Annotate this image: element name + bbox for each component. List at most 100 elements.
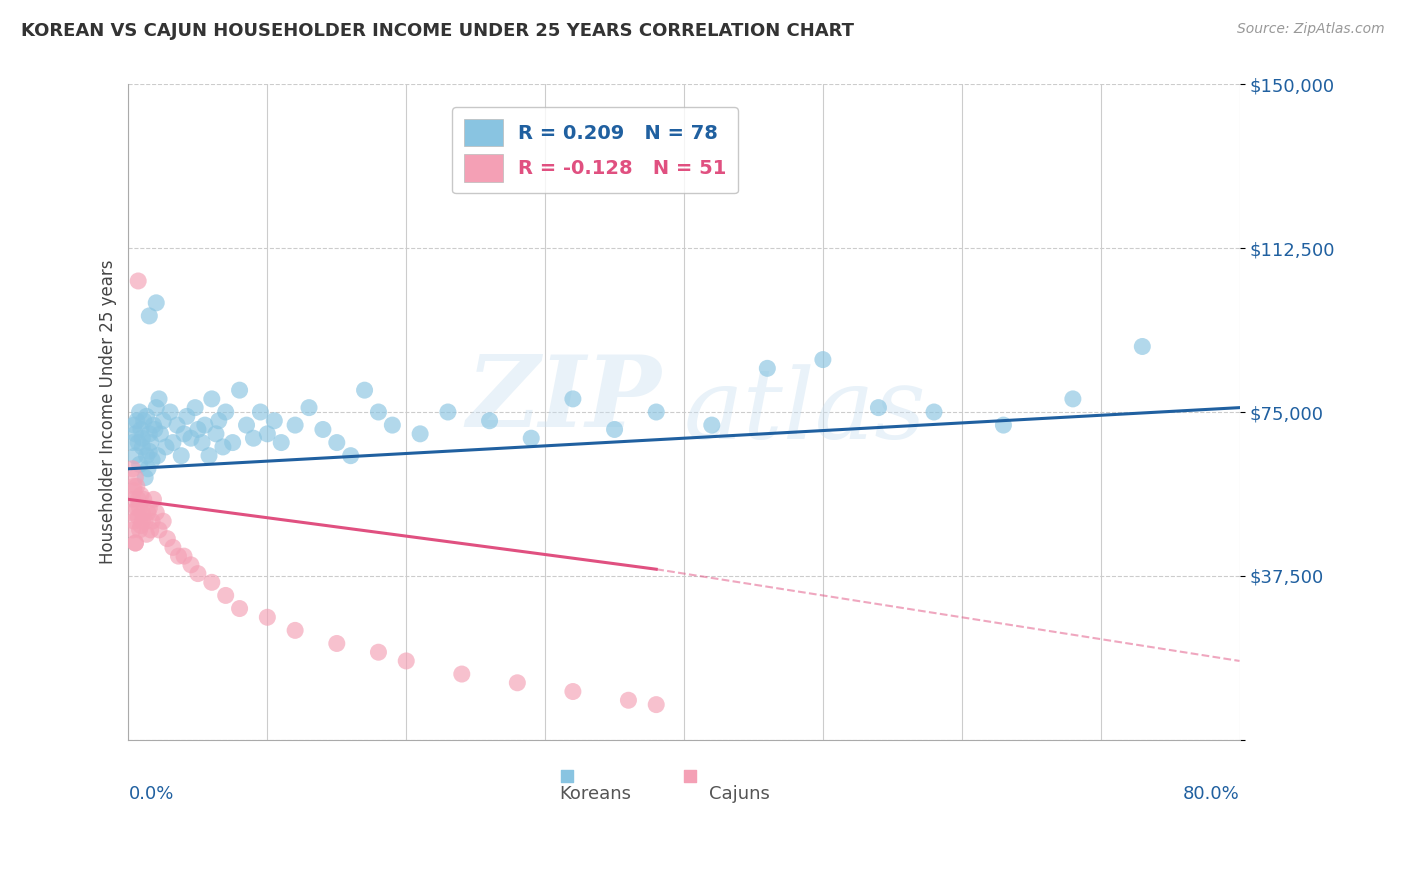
Point [134, 470, 156, 484]
Point [478, 414, 501, 428]
Text: atlas: atlas [683, 364, 927, 459]
Point [136, 505, 159, 519]
Point [131, 514, 153, 528]
Point [121, 492, 143, 507]
Point [180, 431, 202, 445]
Text: Koreans: Koreans [560, 786, 631, 804]
Point [520, 431, 543, 445]
Point [125, 479, 148, 493]
Point [128, 523, 150, 537]
Point [122, 483, 145, 498]
Point [284, 418, 307, 433]
Point [176, 409, 198, 424]
Point [818, 732, 841, 747]
Point [121, 462, 143, 476]
Point [167, 549, 190, 563]
Point [128, 405, 150, 419]
Point [152, 414, 174, 428]
Point [868, 401, 890, 415]
Point [617, 693, 640, 707]
Point [162, 435, 184, 450]
Point [138, 426, 160, 441]
Point [326, 636, 349, 650]
Point [298, 401, 321, 415]
Point [127, 509, 149, 524]
Point [666, 732, 689, 747]
Point [215, 405, 238, 419]
Point [139, 435, 162, 450]
Point [312, 422, 335, 436]
Point [149, 426, 172, 441]
Point [124, 536, 146, 550]
Point [142, 418, 165, 433]
Point [353, 383, 375, 397]
Point [124, 470, 146, 484]
Point [170, 449, 193, 463]
Point [191, 435, 214, 450]
Point [215, 589, 238, 603]
Point [132, 414, 155, 428]
Point [135, 409, 157, 424]
Point [148, 392, 170, 406]
Point [156, 532, 179, 546]
Text: 80.0%: 80.0% [1182, 786, 1240, 804]
Point [138, 444, 160, 458]
Point [367, 405, 389, 419]
Point [124, 536, 146, 550]
Point [811, 352, 834, 367]
Point [450, 667, 472, 681]
Point [127, 274, 149, 288]
Point [145, 295, 167, 310]
Point [125, 414, 148, 428]
Point [208, 414, 231, 428]
Point [132, 492, 155, 507]
Text: Source: ZipAtlas.com: Source: ZipAtlas.com [1237, 22, 1385, 37]
Point [155, 440, 177, 454]
Point [128, 501, 150, 516]
Point [162, 541, 184, 555]
Point [506, 675, 529, 690]
Point [256, 426, 278, 441]
Point [145, 505, 167, 519]
Point [645, 405, 668, 419]
Point [122, 479, 145, 493]
Point [121, 523, 143, 537]
Point [159, 405, 181, 419]
Text: ZIP: ZIP [467, 351, 662, 447]
Point [198, 449, 221, 463]
Point [409, 426, 432, 441]
Point [221, 435, 243, 450]
Point [120, 505, 142, 519]
Point [645, 698, 668, 712]
Point [127, 435, 149, 450]
Point [256, 610, 278, 624]
Point [143, 422, 166, 436]
Point [1062, 392, 1084, 406]
Point [127, 492, 149, 507]
Legend: R = 0.209   N = 78, R = -0.128   N = 51: R = 0.209 N = 78, R = -0.128 N = 51 [453, 107, 738, 194]
Point [129, 518, 152, 533]
Point [145, 401, 167, 415]
Point [173, 426, 195, 441]
Point [138, 309, 160, 323]
Point [131, 440, 153, 454]
Point [437, 405, 460, 419]
Point [228, 383, 250, 397]
Point [561, 684, 583, 698]
Point [242, 431, 264, 445]
Point [121, 435, 143, 450]
Point [139, 523, 162, 537]
Point [129, 422, 152, 436]
Point [131, 505, 153, 519]
Point [381, 418, 404, 433]
Point [134, 514, 156, 528]
Point [136, 462, 159, 476]
Point [270, 435, 292, 450]
Point [124, 449, 146, 463]
Point [141, 453, 163, 467]
Point [148, 523, 170, 537]
Point [166, 418, 188, 433]
Point [1130, 339, 1153, 353]
Point [142, 492, 165, 507]
Point [700, 418, 723, 433]
